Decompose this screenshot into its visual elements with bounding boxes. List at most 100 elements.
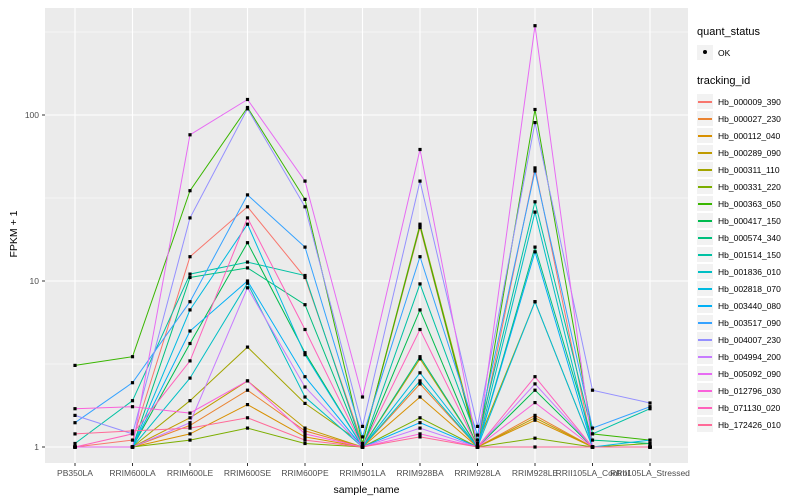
quant-status-legend-title: quant_status [697, 26, 760, 38]
data-point [533, 388, 537, 392]
legend-item-Hb_004007_230: Hb_004007_230 [697, 331, 797, 348]
legend-item-Hb_000363_050: Hb_000363_050 [697, 195, 797, 212]
data-point [130, 432, 135, 436]
data-point [188, 426, 192, 430]
data-point [360, 424, 365, 428]
legend-item-Hb_001836_010: Hb_001836_010 [697, 263, 797, 280]
series-color-key-icon [697, 247, 713, 262]
data-point [418, 379, 422, 383]
data-point [188, 423, 192, 427]
x-tick-label: RRIM600SE [224, 468, 272, 478]
data-point [303, 273, 307, 278]
x-tick-label: RRIM600LE [167, 468, 214, 478]
data-point [303, 275, 307, 280]
data-point [360, 441, 365, 446]
data-point [245, 205, 250, 209]
data-point [533, 413, 537, 417]
x-tick-label: RRII105LA_Stressed [610, 468, 690, 478]
x-axis-title: sample_name [333, 484, 400, 496]
legend-item-label: Hb_000331_220 [718, 181, 781, 192]
data-point [73, 432, 77, 436]
data-point [303, 303, 307, 307]
data-point [360, 435, 365, 439]
series-color-key-icon [697, 349, 713, 364]
data-point [418, 357, 422, 361]
data-point [73, 445, 77, 449]
data-point [590, 388, 595, 392]
legend-item-Hb_012796_030: Hb_012796_030 [697, 382, 797, 399]
legend-item-Hb_071130_020: Hb_071130_020 [697, 399, 797, 416]
data-point [590, 438, 595, 442]
y-axis-title: FPKM + 1 [8, 210, 20, 258]
data-point [73, 363, 77, 367]
data-point [188, 399, 192, 403]
data-point [418, 147, 422, 152]
legend-item-label: Hb_000112_040 [718, 130, 781, 141]
data-point [533, 250, 537, 254]
data-point [303, 351, 307, 355]
data-point [418, 225, 422, 230]
data-point [533, 245, 537, 249]
x-tick-label: RRIM928BA [396, 468, 444, 478]
data-point [245, 222, 250, 226]
data-point [188, 438, 192, 442]
y-tick-label: 10 [30, 276, 40, 286]
legend-item-label: Hb_000574_340 [718, 232, 781, 243]
data-point [590, 445, 595, 449]
data-point [188, 275, 192, 280]
data-point [533, 436, 537, 440]
data-point [188, 300, 192, 304]
x-tick-label: RRIM600PE [281, 468, 329, 478]
data-point [475, 424, 480, 428]
data-point [245, 403, 250, 407]
legend-item-label: Hb_004007_230 [718, 334, 781, 345]
data-point [418, 355, 422, 359]
y-tick-label: 1 [34, 442, 39, 452]
data-point [73, 421, 77, 425]
data-point [418, 382, 422, 386]
legend-item-label: Hb_001836_010 [718, 266, 781, 277]
legend-item-label: Hb_000289_090 [718, 147, 781, 158]
data-point [360, 445, 365, 449]
data-point [533, 210, 537, 214]
data-point [245, 241, 250, 245]
tracking-id-legend-title: tracking_id [697, 75, 751, 87]
data-point [130, 429, 135, 433]
data-point [533, 416, 537, 420]
legend-item-label: Hb_012796_030 [718, 385, 781, 396]
series-color-key-icon [697, 264, 713, 279]
data-point [130, 445, 135, 449]
data-point [418, 426, 422, 430]
data-point [188, 359, 192, 363]
data-point [533, 375, 537, 379]
legend-item-Hb_000417_150: Hb_000417_150 [697, 212, 797, 229]
data-point [303, 395, 307, 399]
legend-item-Hb_004994_200: Hb_004994_200 [697, 348, 797, 365]
data-point [188, 329, 192, 333]
data-point [130, 381, 135, 385]
data-point [188, 308, 192, 312]
series-color-key-icon [697, 417, 713, 432]
series-color-key-icon [697, 111, 713, 126]
data-point [245, 107, 250, 111]
data-point [533, 107, 537, 112]
data-point [418, 179, 422, 183]
data-point [73, 407, 77, 411]
legend-item-label: Hb_001514_150 [718, 249, 781, 260]
data-point [533, 169, 537, 173]
series-color-key-icon [697, 298, 713, 313]
legend-item-label: Hb_172426_010 [718, 419, 781, 430]
legend: quant_status OK tracking_id Hb_000009_39… [697, 26, 797, 433]
data-point [188, 341, 192, 346]
legend-item-Hb_000009_390: Hb_000009_390 [697, 93, 797, 110]
data-point [303, 385, 307, 389]
data-point [303, 432, 307, 436]
data-point [533, 382, 537, 386]
data-point [418, 255, 422, 259]
data-point [245, 193, 250, 197]
ok-point-icon [697, 45, 713, 60]
legend-item-label: OK [718, 47, 731, 58]
data-point [475, 441, 480, 446]
data-point [648, 438, 652, 442]
